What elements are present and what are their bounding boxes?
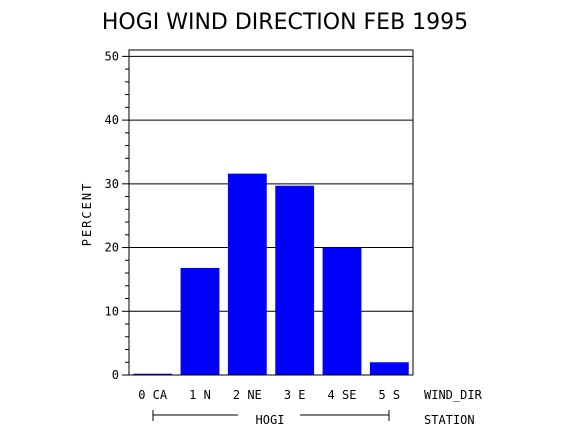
bar	[275, 185, 315, 375]
bars	[133, 173, 409, 375]
bar	[227, 173, 267, 375]
x-category-label: 2 NE	[233, 388, 262, 402]
group-label: HOGI	[256, 413, 285, 427]
x-axis-label: WIND_DIR	[424, 388, 483, 402]
bar	[322, 247, 362, 375]
y-tick-label: 20	[105, 241, 119, 255]
axes	[128, 49, 414, 376]
group-axis-label: STATION	[424, 413, 475, 427]
y-tick-label: 0	[112, 368, 119, 382]
bar	[133, 373, 173, 375]
bar	[180, 267, 220, 375]
y-tick-label: 50	[105, 49, 119, 63]
bar	[369, 362, 409, 375]
gridlines	[129, 55, 413, 312]
plot-frame	[128, 49, 414, 376]
x-category-label: 1 N	[189, 388, 211, 402]
chart-title: HOGI WIND DIRECTION FEB 1995	[102, 10, 468, 35]
y-tick-label: 10	[105, 304, 119, 318]
x-category-label: 0 CA	[138, 388, 168, 402]
x-axis-categories: 0 CA 1 N 2 NE 3 E 4 SE 5 S	[138, 388, 400, 402]
x-category-label: 4 SE	[328, 388, 357, 402]
y-tick-label: 30	[105, 177, 119, 191]
y-axis-label: PERCENT	[80, 182, 94, 247]
x-category-label: 5 S	[378, 388, 400, 402]
y-tick-label: 40	[105, 113, 119, 127]
group-bracket: HOGI	[152, 410, 390, 427]
y-axis-ticks: 0 10 20 30 40 50	[105, 49, 129, 382]
x-category-label: 3 E	[284, 388, 306, 402]
